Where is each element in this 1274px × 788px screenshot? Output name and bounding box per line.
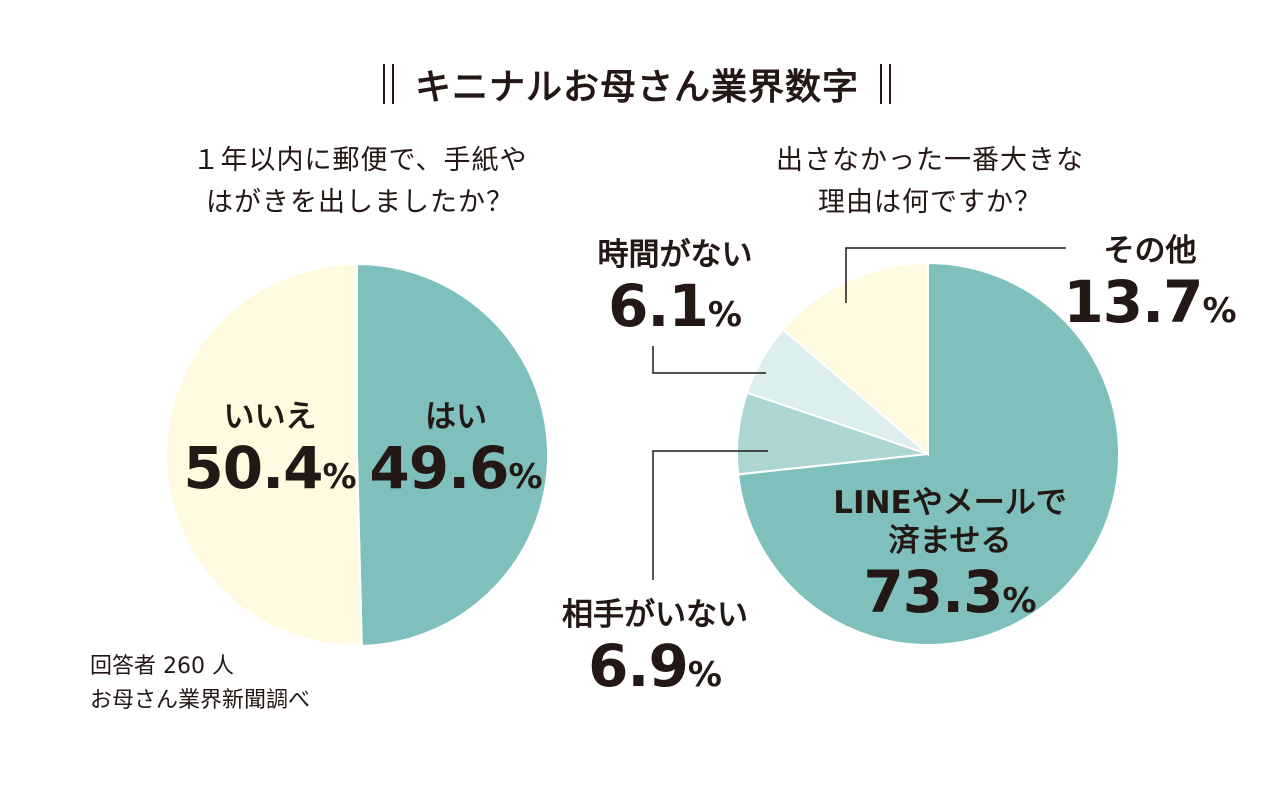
- label-no-value-row: 50.4%: [180, 436, 360, 509]
- leader-line-other: [845, 247, 1066, 303]
- label-yes-unit: %: [508, 457, 543, 497]
- label-no-partner-unit: %: [687, 655, 722, 695]
- pie-chart-2: [736, 261, 1120, 646]
- question-1: １年以内に郵便で、手紙や はがきを出しましたか？: [150, 140, 570, 224]
- label-no-partner-name: 相手がいない: [562, 597, 748, 633]
- title-text: キニナルお母さん業界数字: [414, 67, 859, 108]
- chart-title: キニナルお母さん業界数字: [0, 58, 1274, 110]
- label-line-mail-unit: %: [1002, 581, 1037, 621]
- label-no-time-name: 時間がない: [597, 237, 753, 273]
- label-line-mail: LINEやメールで 済ませる 73.3%: [800, 484, 1100, 633]
- label-no-time-unit: %: [707, 295, 742, 335]
- question-1-line-1: １年以内に郵便で、手紙や: [192, 145, 528, 176]
- question-2-line-2: 理由は何ですか？: [818, 187, 1042, 218]
- label-no-value: 50.4: [183, 434, 323, 502]
- label-no: いいえ 50.4%: [180, 398, 360, 509]
- question-1-line-2: はがきを出しましたか？: [206, 187, 514, 218]
- label-no-time-value: 6.1: [608, 272, 709, 340]
- label-line-mail-name-2: 済ませる: [888, 523, 1012, 559]
- pie-slice-yes: [356, 262, 549, 647]
- leader-line-no-time: [652, 346, 766, 374]
- label-other-value-row: 13.7%: [1050, 270, 1250, 343]
- leader-line-no-partner: [652, 450, 768, 580]
- label-no-time: 時間がない 6.1%: [565, 236, 785, 347]
- label-line-mail-value-row: 73.3%: [800, 560, 1100, 633]
- pie-slice-other: [781, 261, 929, 457]
- source-note: お母さん業界新聞調べ: [90, 688, 311, 713]
- label-no-partner-value: 6.9: [588, 632, 689, 700]
- label-other-name: その他: [1103, 233, 1197, 269]
- label-yes-value-row: 49.6%: [366, 436, 546, 509]
- pie-chart-1: [165, 262, 549, 647]
- label-no-unit: %: [322, 457, 357, 497]
- leader-lines: [652, 247, 1066, 580]
- title-left-bar: [382, 64, 394, 104]
- label-no-name: いいえ: [223, 399, 317, 435]
- question-2: 出さなかった一番大きな 理由は何ですか？: [720, 140, 1140, 224]
- label-line-mail-name-1: LINEやメールで: [833, 485, 1067, 521]
- label-yes: はい 49.6%: [366, 398, 546, 509]
- label-no-partner: 相手がいない 6.9%: [545, 596, 765, 707]
- pie-slice-no: [165, 262, 363, 647]
- label-other: その他 13.7%: [1050, 232, 1250, 343]
- label-no-time-value-row: 6.1%: [565, 274, 785, 347]
- label-other-unit: %: [1202, 291, 1237, 331]
- label-yes-value: 49.6: [369, 434, 509, 502]
- footer-notes: 回答者 260 人 お母さん業界新聞調べ: [90, 650, 310, 718]
- label-no-partner-value-row: 6.9%: [545, 634, 765, 707]
- label-yes-name: はい: [425, 399, 487, 435]
- question-2-line-1: 出さなかった一番大きな: [776, 145, 1084, 176]
- label-line-mail-value: 73.3: [863, 558, 1003, 626]
- label-other-value: 13.7: [1063, 268, 1203, 336]
- title-right-bar: [880, 64, 892, 104]
- respondents-note: 回答者 260 人: [90, 654, 234, 679]
